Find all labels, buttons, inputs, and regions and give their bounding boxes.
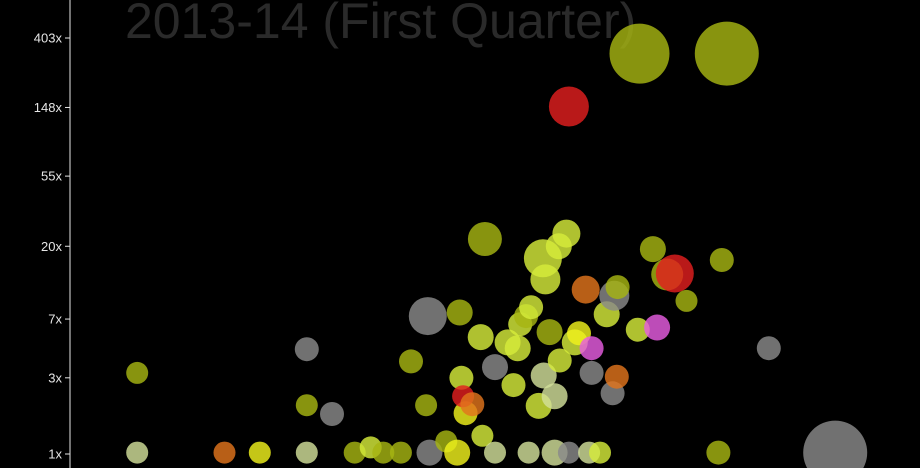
data-point[interactable] [467, 324, 494, 351]
data-point[interactable] [416, 439, 443, 466]
data-point[interactable] [709, 248, 734, 272]
data-point[interactable] [399, 349, 423, 374]
data-point[interactable] [589, 441, 611, 464]
data-point[interactable] [248, 441, 271, 464]
data-point[interactable] [706, 440, 731, 465]
data-point[interactable] [803, 420, 868, 468]
data-point[interactable] [320, 402, 344, 426]
data-point[interactable] [552, 219, 581, 248]
data-point[interactable] [604, 364, 629, 389]
data-point[interactable] [519, 295, 544, 320]
data-point[interactable] [294, 337, 319, 362]
data-point[interactable] [126, 361, 149, 384]
data-point[interactable] [579, 360, 604, 385]
data-point[interactable] [482, 354, 508, 381]
data-point[interactable] [609, 23, 670, 84]
y-tick-label: 403x [34, 31, 63, 46]
chart-title: 2013-14 (First Quarter) [125, 0, 636, 49]
data-point[interactable] [756, 336, 781, 361]
data-point[interactable] [467, 222, 502, 256]
data-point[interactable] [501, 373, 526, 398]
data-point[interactable] [547, 348, 572, 373]
data-point[interactable] [530, 264, 561, 295]
data-point[interactable] [517, 441, 540, 464]
data-point[interactable] [415, 394, 438, 417]
data-point[interactable] [644, 314, 671, 341]
data-point[interactable] [444, 439, 471, 466]
y-tick-label: 148x [34, 100, 63, 115]
data-point[interactable] [460, 392, 485, 417]
data-point[interactable] [639, 236, 666, 263]
y-tick-label: 1x [48, 447, 62, 462]
data-point[interactable] [389, 441, 412, 464]
data-point[interactable] [213, 441, 236, 464]
data-point[interactable] [548, 86, 589, 127]
data-point[interactable] [541, 383, 568, 410]
data-point[interactable] [449, 365, 474, 390]
data-point[interactable] [471, 424, 494, 447]
y-tick-label: 20x [41, 239, 62, 254]
data-point[interactable] [655, 254, 694, 293]
data-point[interactable] [694, 21, 759, 86]
data-point[interactable] [557, 441, 580, 464]
data-point[interactable] [579, 336, 604, 361]
data-point[interactable] [295, 394, 318, 417]
data-point[interactable] [625, 317, 650, 342]
data-point[interactable] [605, 275, 630, 300]
data-point[interactable] [530, 362, 557, 389]
data-point[interactable] [372, 441, 395, 464]
data-point[interactable] [571, 275, 600, 304]
data-point[interactable] [675, 289, 698, 312]
y-axis: 1x 3x 7x 20x 55x 148x 403x [34, 0, 71, 468]
data-point[interactable] [446, 299, 473, 326]
data-point[interactable] [295, 441, 318, 464]
data-point[interactable] [126, 441, 149, 464]
y-tick-label: 55x [41, 169, 62, 184]
data-point[interactable] [408, 297, 447, 336]
data-point[interactable] [504, 335, 531, 362]
y-tick-label: 3x [48, 370, 62, 385]
data-point[interactable] [536, 319, 563, 346]
y-tick-label: 7x [48, 312, 62, 327]
data-point[interactable] [484, 441, 506, 464]
points-layer [126, 21, 868, 468]
